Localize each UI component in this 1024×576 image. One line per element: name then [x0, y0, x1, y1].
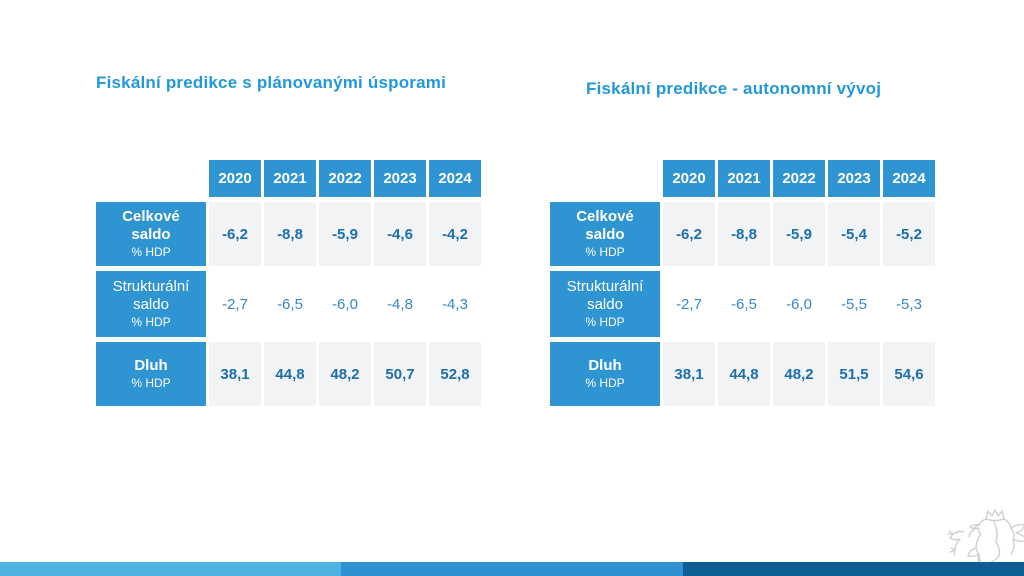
value-cell: -2,7 — [676, 295, 702, 313]
row-label-text: Celkové saldo — [122, 207, 180, 243]
row-label-text: Celkové saldo — [576, 207, 634, 243]
year-header-cell: 2022 — [319, 160, 371, 197]
footer-bar-segment-light — [0, 562, 342, 576]
left-table-title: Fiskální predikce s plánovanými úsporami — [96, 73, 447, 92]
value-cell: -4,2 — [429, 202, 481, 266]
value-cell: -5,9 — [319, 202, 371, 266]
value-cell: -8,8 — [264, 202, 316, 266]
value-cell: 38,1 — [209, 342, 261, 406]
value-cell: -2,7 — [222, 295, 248, 313]
value-cell: -5,9 — [773, 202, 825, 266]
value-cell: 44,8 — [264, 342, 316, 406]
value-cell: 48,2 — [773, 342, 825, 406]
value-cell: -5,5 — [841, 295, 867, 313]
row-label: Strukturální saldo% HDP — [550, 271, 660, 337]
footer-bar — [0, 562, 1024, 576]
value-cell: -6,2 — [209, 202, 261, 266]
value-cell: 51,5 — [828, 342, 880, 406]
year-header-cell: 2024 — [429, 160, 481, 197]
row-label: Celkové saldo% HDP — [96, 202, 206, 266]
czech-lion-icon — [934, 508, 1024, 565]
row-label-unit: % HDP — [585, 244, 625, 259]
value-cell: -5,2 — [883, 202, 935, 266]
value-cell: -6,0 — [786, 295, 812, 313]
row-label-text: Dluh — [588, 356, 622, 374]
value-cell: -4,3 — [442, 295, 468, 313]
table-corner — [550, 160, 660, 197]
row-label: Dluh% HDP — [550, 342, 660, 406]
value-cell: -5,4 — [828, 202, 880, 266]
value-cell: 52,8 — [429, 342, 481, 406]
year-header-cell: 2020 — [663, 160, 715, 197]
value-cell: 38,1 — [663, 342, 715, 406]
footer-bar-segment-medium — [341, 562, 683, 576]
value-cell: -5,3 — [896, 295, 922, 313]
right-table-title: Fiskální predikce - autonomní vývoj — [586, 79, 882, 98]
row-label: Dluh% HDP — [96, 342, 206, 406]
row-label-text: Strukturální saldo — [566, 277, 644, 313]
row-label-unit: % HDP — [585, 314, 625, 329]
row-label-text: Strukturální saldo — [112, 277, 190, 313]
year-header-cell: 2024 — [883, 160, 935, 197]
year-header-cell: 2021 — [264, 160, 316, 197]
value-cell: -6,2 — [663, 202, 715, 266]
footer-bar-segment-dark — [682, 562, 1024, 576]
year-header-cell: 2023 — [828, 160, 880, 197]
year-header-cell: 2020 — [209, 160, 261, 197]
value-cell: 54,6 — [883, 342, 935, 406]
row-label: Strukturální saldo% HDP — [96, 271, 206, 337]
fiscal-table-autonomous: 2020 2021 2022 2023 2024 Celkové saldo% HDP -6… — [550, 160, 935, 406]
year-header-cell: 2022 — [773, 160, 825, 197]
value-cell: -6,0 — [332, 295, 358, 313]
value-cell: -4,8 — [387, 295, 413, 313]
row-label-unit: % HDP — [131, 244, 171, 259]
year-header-cell: 2021 — [718, 160, 770, 197]
value-cell: -8,8 — [718, 202, 770, 266]
row-label-text: Dluh — [134, 356, 168, 374]
row-label: Celkové saldo% HDP — [550, 202, 660, 266]
row-label-unit: % HDP — [131, 314, 171, 329]
value-cell: -6,5 — [731, 295, 757, 313]
row-label-unit: % HDP — [585, 375, 625, 390]
year-header-cell: 2023 — [374, 160, 426, 197]
value-cell: -6,5 — [277, 295, 303, 313]
value-cell: 48,2 — [319, 342, 371, 406]
table-corner — [96, 160, 206, 197]
fiscal-table-planned-savings: 2020 2021 2022 2023 2024 Celkové saldo% HDP -6… — [96, 160, 481, 406]
value-cell: -4,6 — [374, 202, 426, 266]
value-cell: 50,7 — [374, 342, 426, 406]
value-cell: 44,8 — [718, 342, 770, 406]
row-label-unit: % HDP — [131, 375, 171, 390]
